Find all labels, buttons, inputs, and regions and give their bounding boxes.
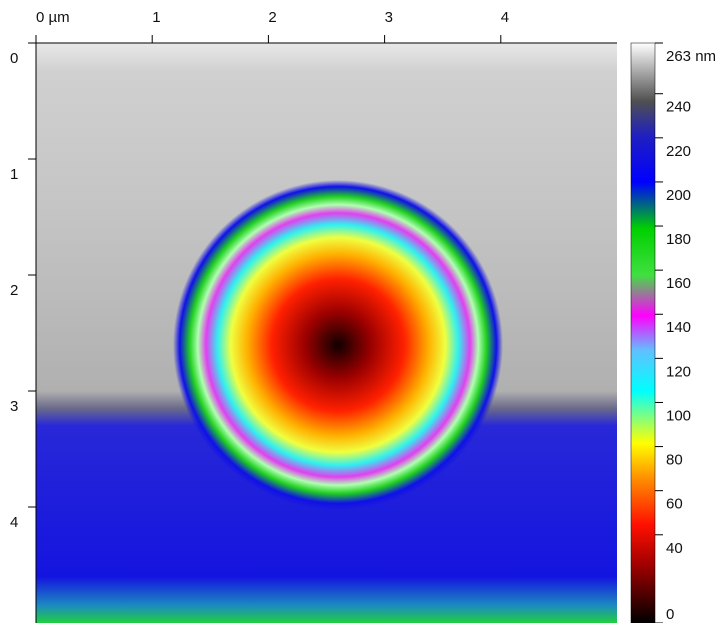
colorbar-tick-label: 180 bbox=[666, 231, 691, 248]
colorbar-tick-label: 263 nm bbox=[666, 48, 716, 65]
colorbar-tick-label: 80 bbox=[666, 452, 683, 469]
y-tick-label: 3 bbox=[10, 398, 18, 415]
colorbar-tick-label: 40 bbox=[666, 540, 683, 557]
afm-figure: 0 µm123401234040608010012014016018020022… bbox=[0, 0, 726, 623]
y-tick-label: 2 bbox=[10, 282, 18, 299]
x-tick-label: 4 bbox=[501, 9, 509, 26]
colorbar-tick-label: 160 bbox=[666, 275, 691, 292]
colorbar-tick-label: 200 bbox=[666, 187, 691, 204]
colorbar-tick-label: 0 bbox=[666, 606, 674, 623]
x-tick-label: 2 bbox=[268, 9, 276, 26]
x-tick-label: 0 µm bbox=[36, 9, 70, 26]
y-tick-label: 4 bbox=[10, 514, 18, 531]
colorbar-tick-label: 60 bbox=[666, 496, 683, 513]
colorbar-tick-label: 120 bbox=[666, 363, 691, 380]
colorbar bbox=[631, 43, 655, 623]
scan-image bbox=[36, 43, 617, 623]
colorbar-tick-label: 100 bbox=[666, 407, 691, 424]
colorbar-tick-label: 220 bbox=[666, 143, 691, 160]
y-tick-label: 1 bbox=[10, 166, 18, 183]
colorbar-tick-label: 240 bbox=[666, 99, 691, 116]
x-tick-label: 1 bbox=[152, 9, 160, 26]
y-tick-label: 0 bbox=[10, 50, 18, 67]
colorbar-tick-label: 140 bbox=[666, 319, 691, 336]
x-tick-label: 3 bbox=[385, 9, 393, 26]
scan-feature bbox=[173, 180, 503, 510]
